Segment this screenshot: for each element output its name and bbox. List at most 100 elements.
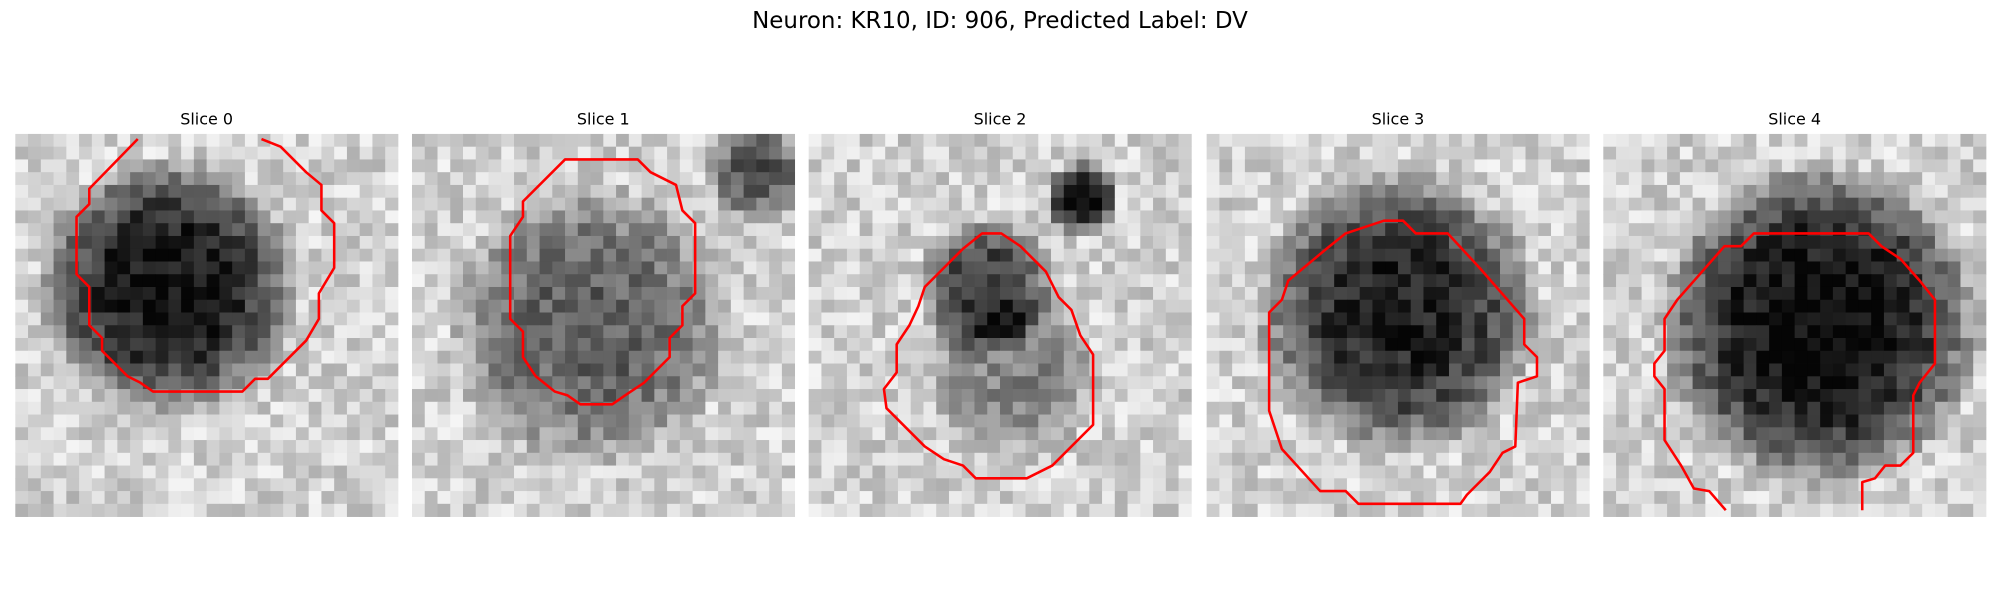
pixel xyxy=(1641,235,1655,250)
pixel xyxy=(756,172,770,186)
pixel xyxy=(705,248,719,262)
pixel xyxy=(15,491,29,505)
pixel xyxy=(834,452,848,466)
pixel xyxy=(872,503,886,517)
pixel xyxy=(730,325,745,339)
pixel xyxy=(219,133,233,148)
pixel xyxy=(181,299,195,313)
pixel xyxy=(1270,248,1284,262)
pixel xyxy=(450,159,464,173)
pixel xyxy=(104,184,118,199)
pixel xyxy=(936,184,950,199)
pixel xyxy=(1616,210,1630,224)
pixel xyxy=(526,427,540,441)
pixel xyxy=(1692,376,1706,390)
pixel xyxy=(1334,478,1348,492)
pixel xyxy=(104,312,118,326)
pixel xyxy=(28,427,42,441)
pixel xyxy=(1500,325,1514,339)
pixel xyxy=(1538,478,1552,492)
pixel xyxy=(1436,478,1450,492)
pixel xyxy=(1705,401,1719,415)
pixel xyxy=(1012,350,1026,364)
pixel xyxy=(692,210,706,224)
pixel xyxy=(411,503,426,517)
pixel xyxy=(974,299,988,313)
pixel xyxy=(781,286,796,301)
pixel xyxy=(91,248,105,262)
pixel xyxy=(885,376,899,390)
pixel xyxy=(1102,299,1116,313)
pixel xyxy=(130,414,144,428)
pixel xyxy=(730,210,745,224)
pixel xyxy=(565,440,579,454)
pixel xyxy=(424,197,438,211)
pixel xyxy=(1500,223,1514,237)
pixel xyxy=(1448,503,1463,517)
pixel xyxy=(565,503,579,517)
pixel xyxy=(181,197,195,211)
pixel xyxy=(1025,299,1039,313)
pixel xyxy=(15,427,29,441)
pixel xyxy=(1308,133,1322,148)
pixel xyxy=(155,376,169,390)
pixel xyxy=(1397,274,1412,288)
pixel xyxy=(897,440,912,454)
pixel xyxy=(1410,401,1424,415)
pixel xyxy=(1076,223,1090,237)
pixel xyxy=(1845,414,1859,428)
pixel xyxy=(1000,491,1014,505)
pixel xyxy=(1423,133,1437,148)
pixel xyxy=(1385,133,1399,148)
pixel xyxy=(1718,338,1732,352)
pixel xyxy=(1321,184,1335,199)
pixel xyxy=(424,427,438,441)
pixel xyxy=(450,465,464,479)
pixel xyxy=(821,172,835,186)
pixel xyxy=(1832,325,1847,339)
pixel xyxy=(1756,465,1770,479)
pixel xyxy=(1718,172,1732,186)
pixel xyxy=(1947,210,1961,224)
pixel xyxy=(1244,248,1259,262)
pixel xyxy=(603,172,617,186)
pixel xyxy=(424,401,438,415)
pixel xyxy=(1206,478,1220,492)
pixel xyxy=(692,197,706,211)
pixel xyxy=(1038,325,1052,339)
pixel xyxy=(1871,223,1885,237)
pixel xyxy=(821,440,835,454)
pixel xyxy=(961,427,975,441)
pixel xyxy=(1820,210,1834,224)
pixel xyxy=(885,389,899,403)
pixel xyxy=(1283,389,1297,403)
pixel xyxy=(539,350,553,364)
pixel xyxy=(1934,503,1949,517)
pixel xyxy=(155,172,169,186)
pixel xyxy=(475,299,489,313)
pixel xyxy=(1718,159,1732,173)
pixel xyxy=(910,133,924,148)
pixel xyxy=(1512,159,1526,173)
pixel xyxy=(1934,235,1949,250)
pixel xyxy=(104,491,118,505)
pixel xyxy=(1308,503,1322,517)
pixel xyxy=(1909,274,1923,288)
pixel xyxy=(616,248,630,262)
pixel xyxy=(1603,133,1617,148)
pixel xyxy=(40,389,54,403)
pixel xyxy=(66,146,80,160)
pixel xyxy=(1076,184,1090,199)
pixel xyxy=(193,401,208,415)
pixel xyxy=(321,235,335,250)
pixel xyxy=(1563,286,1577,301)
pixel xyxy=(1960,235,1974,250)
pixel xyxy=(79,414,93,428)
pixel xyxy=(1448,350,1463,364)
pixel xyxy=(346,350,361,364)
contour xyxy=(1653,232,1937,512)
pixel xyxy=(1219,146,1233,160)
pixel xyxy=(206,172,220,186)
pixel xyxy=(463,440,477,454)
pixel xyxy=(1756,299,1770,313)
